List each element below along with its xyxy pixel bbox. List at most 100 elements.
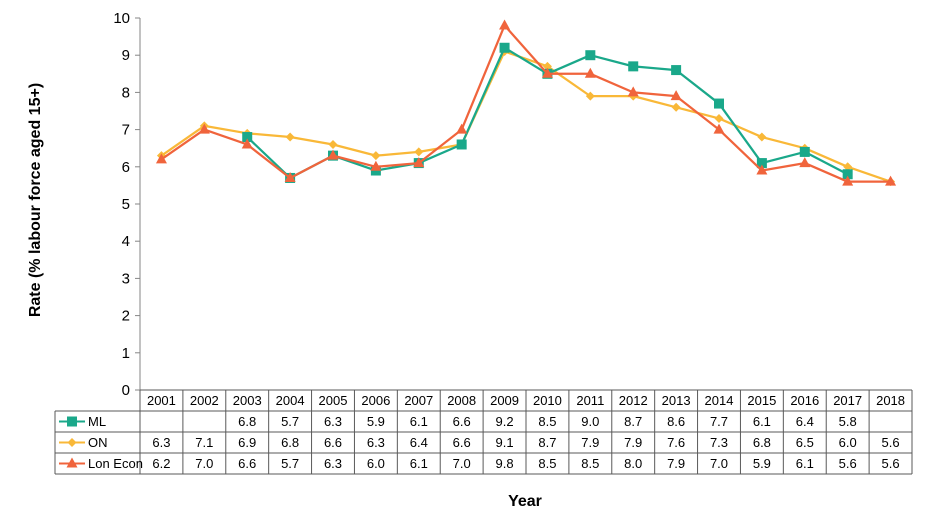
x-category-label: 2015: [747, 393, 776, 408]
x-category-label: 2011: [576, 393, 604, 408]
table-cell-value: 6.8: [281, 435, 299, 450]
y-tick-label: 7: [122, 122, 130, 139]
y-tick-label: 2: [122, 308, 130, 325]
table-cell-value: 8.5: [538, 414, 556, 429]
legend-label: ML: [88, 414, 106, 429]
data-point: [713, 123, 725, 134]
y-axis-ticks: 0 1 2 3 4 5 6 7 8 9 10: [113, 10, 141, 399]
table-cell-value: 6.3: [152, 435, 170, 450]
table-cell-value: 7.0: [195, 456, 213, 471]
legend-label: ON: [88, 435, 108, 450]
table-cell-value: 6.6: [324, 435, 342, 450]
x-category-label: 2010: [533, 393, 562, 408]
x-category-label: 2001: [147, 393, 176, 408]
x-axis-title: Year: [508, 493, 542, 510]
data-point: [542, 61, 552, 71]
y-tick-label: 1: [122, 345, 130, 362]
table-cell-value: 9.1: [496, 435, 514, 450]
x-category-label: 2014: [705, 393, 734, 408]
data-point: [628, 61, 639, 72]
data-point: [757, 132, 767, 142]
data-point: [585, 91, 595, 101]
data-point: [541, 67, 553, 78]
data-point: [584, 67, 596, 78]
series-line-lon-econ: [160, 24, 891, 183]
x-category-label: 2018: [876, 393, 905, 408]
legend-marker: [67, 416, 77, 427]
x-category-label: 2016: [790, 393, 819, 408]
table-cell-value: 8.6: [667, 414, 685, 429]
table-cell-value: 6.8: [238, 414, 256, 429]
legend-marker: [66, 457, 78, 468]
data-point: [671, 65, 682, 76]
y-tick-label: 9: [122, 47, 130, 64]
table-cell-value: 5.9: [753, 456, 771, 471]
table-cell-value: 5.7: [281, 456, 299, 471]
series-on: [156, 46, 896, 187]
x-category-label: 2003: [233, 393, 262, 408]
data-point: [585, 50, 596, 61]
data-point: [242, 132, 253, 143]
data-point: [370, 160, 382, 171]
table-cell-value: 5.9: [367, 414, 385, 429]
table-cell-value: 6.9: [238, 435, 256, 450]
data-point: [499, 19, 511, 30]
y-axis-title: Rate (% labour force aged 15+): [27, 83, 44, 317]
x-category-label: 2017: [833, 393, 862, 408]
data-point: [670, 90, 682, 101]
data-point: [241, 138, 253, 149]
table-cell-value: 6.1: [796, 456, 814, 471]
data-point: [671, 102, 681, 112]
data-point: [328, 139, 338, 149]
table-cell-value: 7.9: [624, 435, 642, 450]
y-tick-label: 0: [122, 382, 130, 399]
legend-label: Lon Econ: [88, 456, 143, 471]
y-tick-label: 6: [122, 159, 130, 176]
x-category-label: 2007: [404, 393, 433, 408]
table-cell-value: 6.0: [367, 456, 385, 471]
table-cell-value: 9.8: [496, 456, 514, 471]
table-cell-value: 5.6: [839, 456, 857, 471]
table-cell-value: 6.1: [410, 414, 428, 429]
data-point: [456, 123, 468, 134]
table-cell-value: 7.9: [667, 456, 685, 471]
legend-key-ml: [59, 416, 85, 427]
x-category-label: 2009: [490, 393, 519, 408]
series-line-on: [160, 50, 891, 183]
data-point: [198, 123, 210, 134]
y-tick-label: 4: [122, 233, 130, 250]
table-cell-value: 7.7: [710, 414, 728, 429]
table-cell-value: 5.8: [839, 414, 857, 429]
data-point: [714, 113, 724, 123]
table-cell-value: 8.5: [581, 456, 599, 471]
table-cell-value: 6.3: [324, 456, 342, 471]
y-tick-label: 8: [122, 84, 130, 101]
table-cell-value: 5.7: [281, 414, 299, 429]
table-cell-value: 7.3: [710, 435, 728, 450]
table-cell-value: 7.6: [667, 435, 685, 450]
data-point: [842, 175, 854, 186]
data-point: [371, 151, 381, 161]
table-cell-value: 6.6: [238, 456, 256, 471]
data-point: [843, 162, 853, 172]
data-point: [456, 139, 467, 150]
data-point: [842, 169, 853, 180]
y-tick-label: 5: [122, 196, 130, 213]
data-point: [756, 164, 768, 175]
data-point: [284, 171, 296, 182]
series-lines: [155, 19, 897, 187]
table-cell-value: 5.6: [882, 435, 900, 450]
table-cell-value: 6.4: [796, 414, 814, 429]
table-cell-value: 9.0: [581, 414, 599, 429]
table-cell-value: 6.8: [753, 435, 771, 450]
data-point: [885, 175, 897, 186]
x-category-label: 2008: [447, 393, 476, 408]
data-point: [499, 42, 510, 53]
data-point: [414, 147, 424, 157]
table-cell-value: 7.9: [581, 435, 599, 450]
table-cell-value: 6.1: [410, 456, 428, 471]
table-cell-value: 8.5: [538, 456, 556, 471]
y-tick-label: 10: [113, 10, 130, 27]
x-category-label: 2006: [361, 393, 390, 408]
